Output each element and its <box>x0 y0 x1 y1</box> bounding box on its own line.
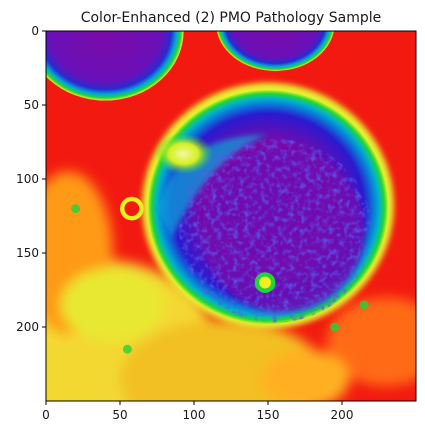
x-tick-label: 50 <box>112 408 127 422</box>
y-tick-label: 150 <box>16 246 39 260</box>
left-yellow-glow <box>60 267 165 342</box>
y-tick-label: 100 <box>16 172 39 186</box>
x-tick-label: 100 <box>183 408 206 422</box>
x-tick-label: 0 <box>42 408 50 422</box>
top-middle-cell <box>216 31 334 71</box>
green-fleck <box>359 300 369 310</box>
y-tick-label: 50 <box>24 98 39 112</box>
inclusion <box>154 133 214 175</box>
y-axis: 0 50 100 150 200 <box>16 24 46 334</box>
x-tick-label: 150 <box>257 408 280 422</box>
x-axis: 0 50 100 150 200 <box>42 401 353 422</box>
axes-frame <box>45 30 417 402</box>
x-tick-label: 200 <box>331 408 354 422</box>
small-spot <box>259 276 271 289</box>
top-left-cell <box>46 31 184 101</box>
lower-background-region <box>46 171 416 401</box>
green-fleck <box>71 204 81 214</box>
nucleus-speckle <box>179 139 372 323</box>
chart-title: Color-Enhanced (2) PMO Pathology Sample <box>81 10 382 26</box>
right-orange-glow <box>327 297 416 387</box>
bottom-orange-glow <box>260 349 350 401</box>
y-tick-label: 200 <box>16 320 39 334</box>
y-tick-label: 0 <box>31 24 39 38</box>
green-fleck <box>330 322 340 332</box>
small-spot-2 <box>124 201 140 217</box>
green-fleck <box>122 344 132 354</box>
